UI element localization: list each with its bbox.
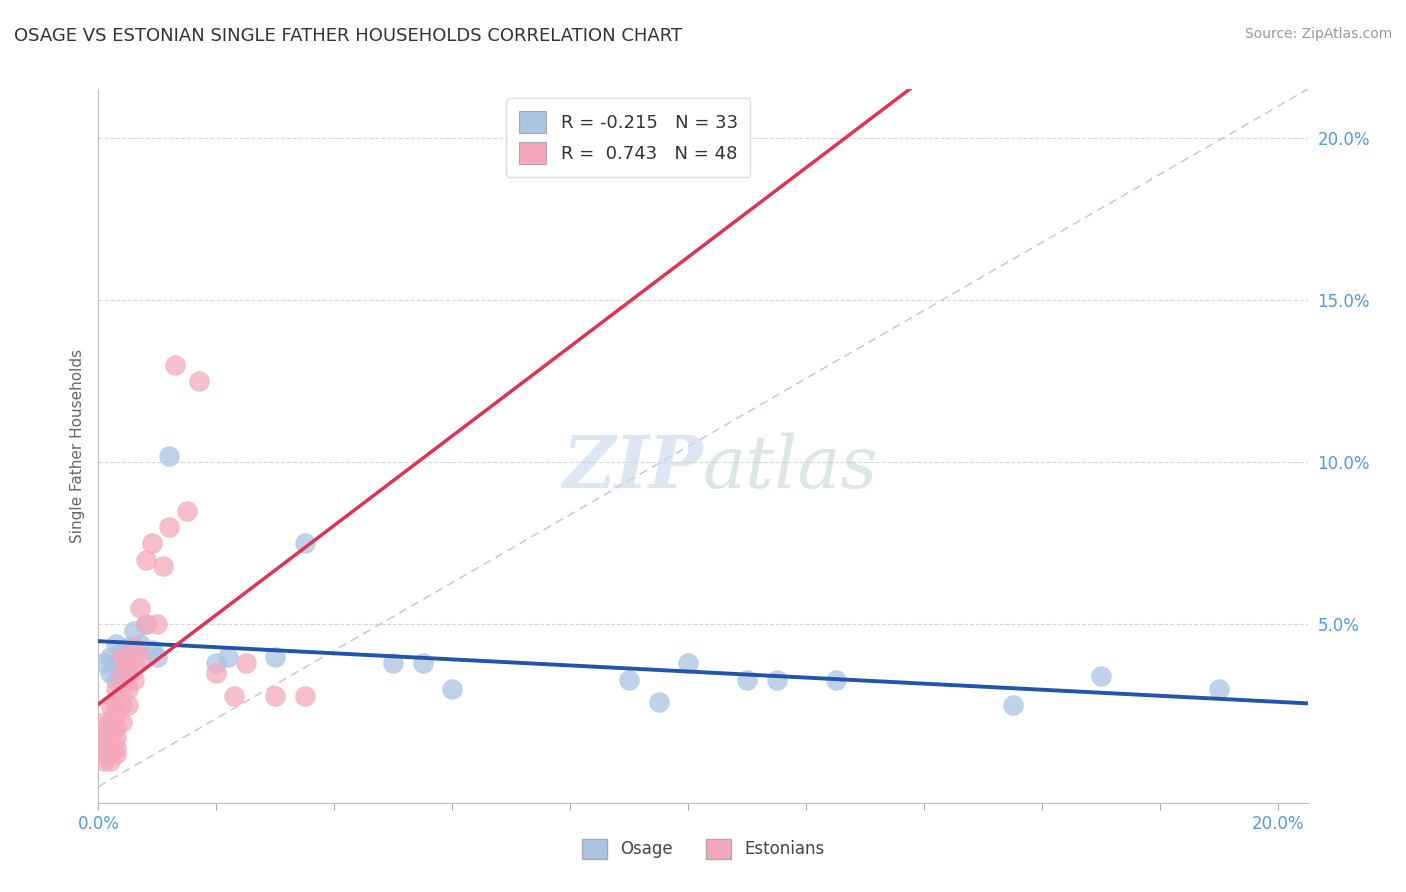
- Point: [111, 643, 134, 657]
- Point: [98, 721, 121, 735]
- Point: [222, 689, 245, 703]
- Point: [98, 747, 121, 761]
- Point: [146, 649, 169, 664]
- Point: [93, 754, 115, 768]
- Point: [205, 657, 228, 671]
- Point: [157, 449, 180, 463]
- Point: [441, 682, 464, 697]
- Point: [217, 649, 239, 664]
- Point: [117, 640, 139, 654]
- Point: [264, 649, 287, 664]
- Point: [105, 740, 128, 755]
- Point: [122, 657, 145, 671]
- Point: [1208, 682, 1230, 697]
- Point: [294, 689, 316, 703]
- Text: ZIP: ZIP: [562, 432, 703, 503]
- Point: [117, 666, 139, 681]
- Point: [111, 714, 134, 729]
- Point: [105, 673, 128, 687]
- Point: [678, 657, 700, 671]
- Point: [93, 731, 115, 745]
- Point: [141, 643, 163, 657]
- Point: [165, 358, 187, 372]
- Point: [135, 617, 157, 632]
- Point: [117, 649, 139, 664]
- Point: [105, 747, 128, 761]
- Point: [98, 740, 121, 755]
- Point: [619, 673, 641, 687]
- Point: [93, 747, 115, 761]
- Y-axis label: Single Father Households: Single Father Households: [69, 349, 84, 543]
- Point: [105, 637, 128, 651]
- Point: [135, 552, 157, 566]
- Point: [735, 673, 758, 687]
- Point: [176, 504, 198, 518]
- Point: [105, 731, 128, 745]
- Point: [205, 666, 228, 681]
- Point: [157, 520, 180, 534]
- Point: [146, 617, 169, 632]
- Point: [111, 682, 134, 697]
- Point: [135, 617, 157, 632]
- Point: [98, 666, 121, 681]
- Point: [122, 649, 145, 664]
- Point: [122, 624, 145, 638]
- Point: [824, 673, 846, 687]
- Point: [98, 714, 121, 729]
- Point: [93, 740, 115, 755]
- Point: [648, 695, 671, 709]
- Point: [382, 657, 405, 671]
- Point: [111, 659, 134, 673]
- Text: OSAGE VS ESTONIAN SINGLE FATHER HOUSEHOLDS CORRELATION CHART: OSAGE VS ESTONIAN SINGLE FATHER HOUSEHOL…: [14, 27, 682, 45]
- Point: [294, 536, 316, 550]
- Point: [187, 374, 209, 388]
- Point: [117, 698, 139, 713]
- Point: [128, 601, 150, 615]
- Point: [93, 714, 115, 729]
- Point: [117, 657, 139, 671]
- Point: [93, 657, 115, 671]
- Point: [141, 536, 163, 550]
- Point: [105, 657, 128, 671]
- Point: [98, 698, 121, 713]
- Point: [1001, 698, 1024, 713]
- Text: Source: ZipAtlas.com: Source: ZipAtlas.com: [1244, 27, 1392, 41]
- Point: [111, 698, 134, 713]
- Point: [105, 698, 128, 713]
- Point: [128, 649, 150, 664]
- Point: [152, 559, 174, 574]
- Point: [412, 657, 434, 671]
- Text: atlas: atlas: [703, 432, 879, 503]
- Point: [117, 682, 139, 697]
- Point: [98, 731, 121, 745]
- Point: [111, 666, 134, 681]
- Point: [111, 649, 134, 664]
- Point: [105, 721, 128, 735]
- Point: [122, 673, 145, 687]
- Point: [93, 724, 115, 739]
- Point: [128, 637, 150, 651]
- Point: [122, 640, 145, 654]
- Legend: Osage, Estonians: Osage, Estonians: [575, 832, 831, 866]
- Point: [264, 689, 287, 703]
- Point: [1090, 669, 1112, 683]
- Point: [98, 754, 121, 768]
- Point: [105, 708, 128, 723]
- Point: [235, 657, 257, 671]
- Point: [98, 649, 121, 664]
- Point: [765, 673, 787, 687]
- Point: [105, 682, 128, 697]
